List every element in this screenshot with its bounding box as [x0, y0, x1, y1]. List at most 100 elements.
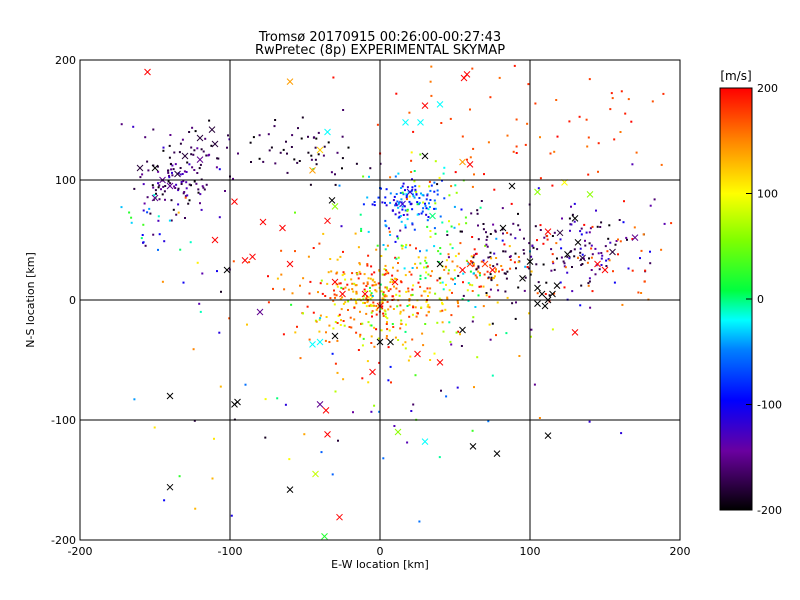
dot-point — [320, 451, 323, 454]
dot-point — [181, 173, 184, 175]
dot-point — [482, 305, 485, 308]
dot-point — [483, 273, 486, 276]
dot-point — [475, 252, 478, 255]
dot-point — [312, 247, 315, 249]
cross-point — [151, 164, 159, 172]
dot-point — [133, 187, 136, 190]
dot-point — [553, 231, 556, 234]
dot-point — [518, 228, 521, 231]
dot-point — [479, 206, 482, 209]
dot-point — [198, 167, 201, 170]
dot-point — [169, 134, 172, 136]
dot-point — [517, 286, 520, 289]
dot-point — [613, 138, 616, 141]
dot-point — [450, 277, 453, 280]
dot-point — [274, 162, 277, 165]
cross-point — [286, 78, 294, 85]
dot-point — [480, 200, 483, 202]
dot-point — [381, 305, 384, 308]
dot-point — [366, 281, 369, 284]
dot-point — [361, 344, 364, 347]
dot-point — [502, 232, 504, 235]
dot-point — [389, 201, 392, 204]
dot-point — [422, 194, 425, 197]
dot-point — [387, 289, 390, 292]
dot-point — [347, 300, 350, 303]
dot-point — [485, 294, 488, 297]
dot-point — [333, 303, 336, 306]
dot-point — [550, 248, 553, 251]
dot-point — [613, 281, 616, 284]
dot-point — [177, 189, 180, 192]
dot-point — [384, 201, 386, 204]
dot-point — [428, 202, 430, 205]
dot-point — [591, 225, 594, 228]
dot-point — [461, 230, 463, 233]
dot-point — [350, 278, 353, 281]
dot-point — [140, 237, 143, 240]
dot-point — [158, 233, 161, 236]
dot-point — [410, 410, 413, 412]
dot-point — [428, 291, 431, 294]
dot-point — [553, 150, 556, 153]
dot-point — [517, 212, 519, 215]
cross-point — [144, 68, 151, 76]
x-tick-label: 100 — [520, 545, 541, 558]
dot-point — [417, 312, 419, 315]
dot-point — [384, 224, 387, 227]
dot-point — [358, 298, 361, 301]
dot-point — [415, 193, 418, 196]
dot-point — [378, 361, 381, 364]
dot-point — [272, 287, 274, 290]
colorbar-label: [m/s] — [720, 69, 751, 83]
dot-point — [184, 196, 187, 199]
dot-point — [157, 215, 160, 218]
dot-point — [193, 180, 196, 183]
dot-point — [612, 270, 614, 273]
dot-point — [450, 185, 453, 188]
dot-point — [371, 295, 374, 297]
dot-point — [188, 163, 191, 166]
dot-point — [334, 296, 336, 299]
dot-point — [472, 256, 475, 259]
dot-point — [302, 277, 305, 280]
dot-point — [394, 240, 397, 243]
dot-point — [501, 239, 504, 242]
dot-point — [442, 288, 445, 291]
cross-point — [544, 432, 552, 439]
dot-point — [419, 262, 422, 265]
dot-point — [203, 188, 206, 191]
dot-point — [408, 200, 411, 203]
dot-point — [503, 243, 506, 246]
dot-point — [440, 122, 443, 124]
dot-point — [426, 194, 429, 197]
dot-point — [385, 204, 388, 207]
dot-point — [587, 136, 590, 139]
dot-point — [395, 202, 397, 205]
dot-point — [395, 92, 398, 95]
dot-point — [580, 227, 583, 230]
dot-point — [404, 347, 407, 350]
dot-point — [338, 184, 341, 187]
dot-point — [457, 305, 460, 308]
dot-point — [570, 205, 572, 208]
dot-point — [386, 317, 389, 320]
cross-point — [256, 308, 264, 316]
dot-point — [397, 256, 400, 259]
dot-point — [420, 306, 423, 309]
dot-point — [426, 193, 429, 196]
dot-point — [422, 344, 425, 347]
dot-point — [359, 333, 362, 336]
dot-point — [373, 271, 376, 274]
dot-point — [457, 252, 460, 255]
dot-point — [501, 207, 504, 210]
dot-point — [370, 324, 373, 327]
dot-point — [178, 151, 181, 154]
dot-point — [455, 191, 458, 194]
dot-point — [389, 288, 392, 291]
dot-point — [399, 310, 402, 313]
dot-point — [384, 286, 387, 289]
dot-point — [351, 288, 354, 291]
dot-point — [488, 295, 491, 298]
dot-point — [337, 439, 339, 442]
